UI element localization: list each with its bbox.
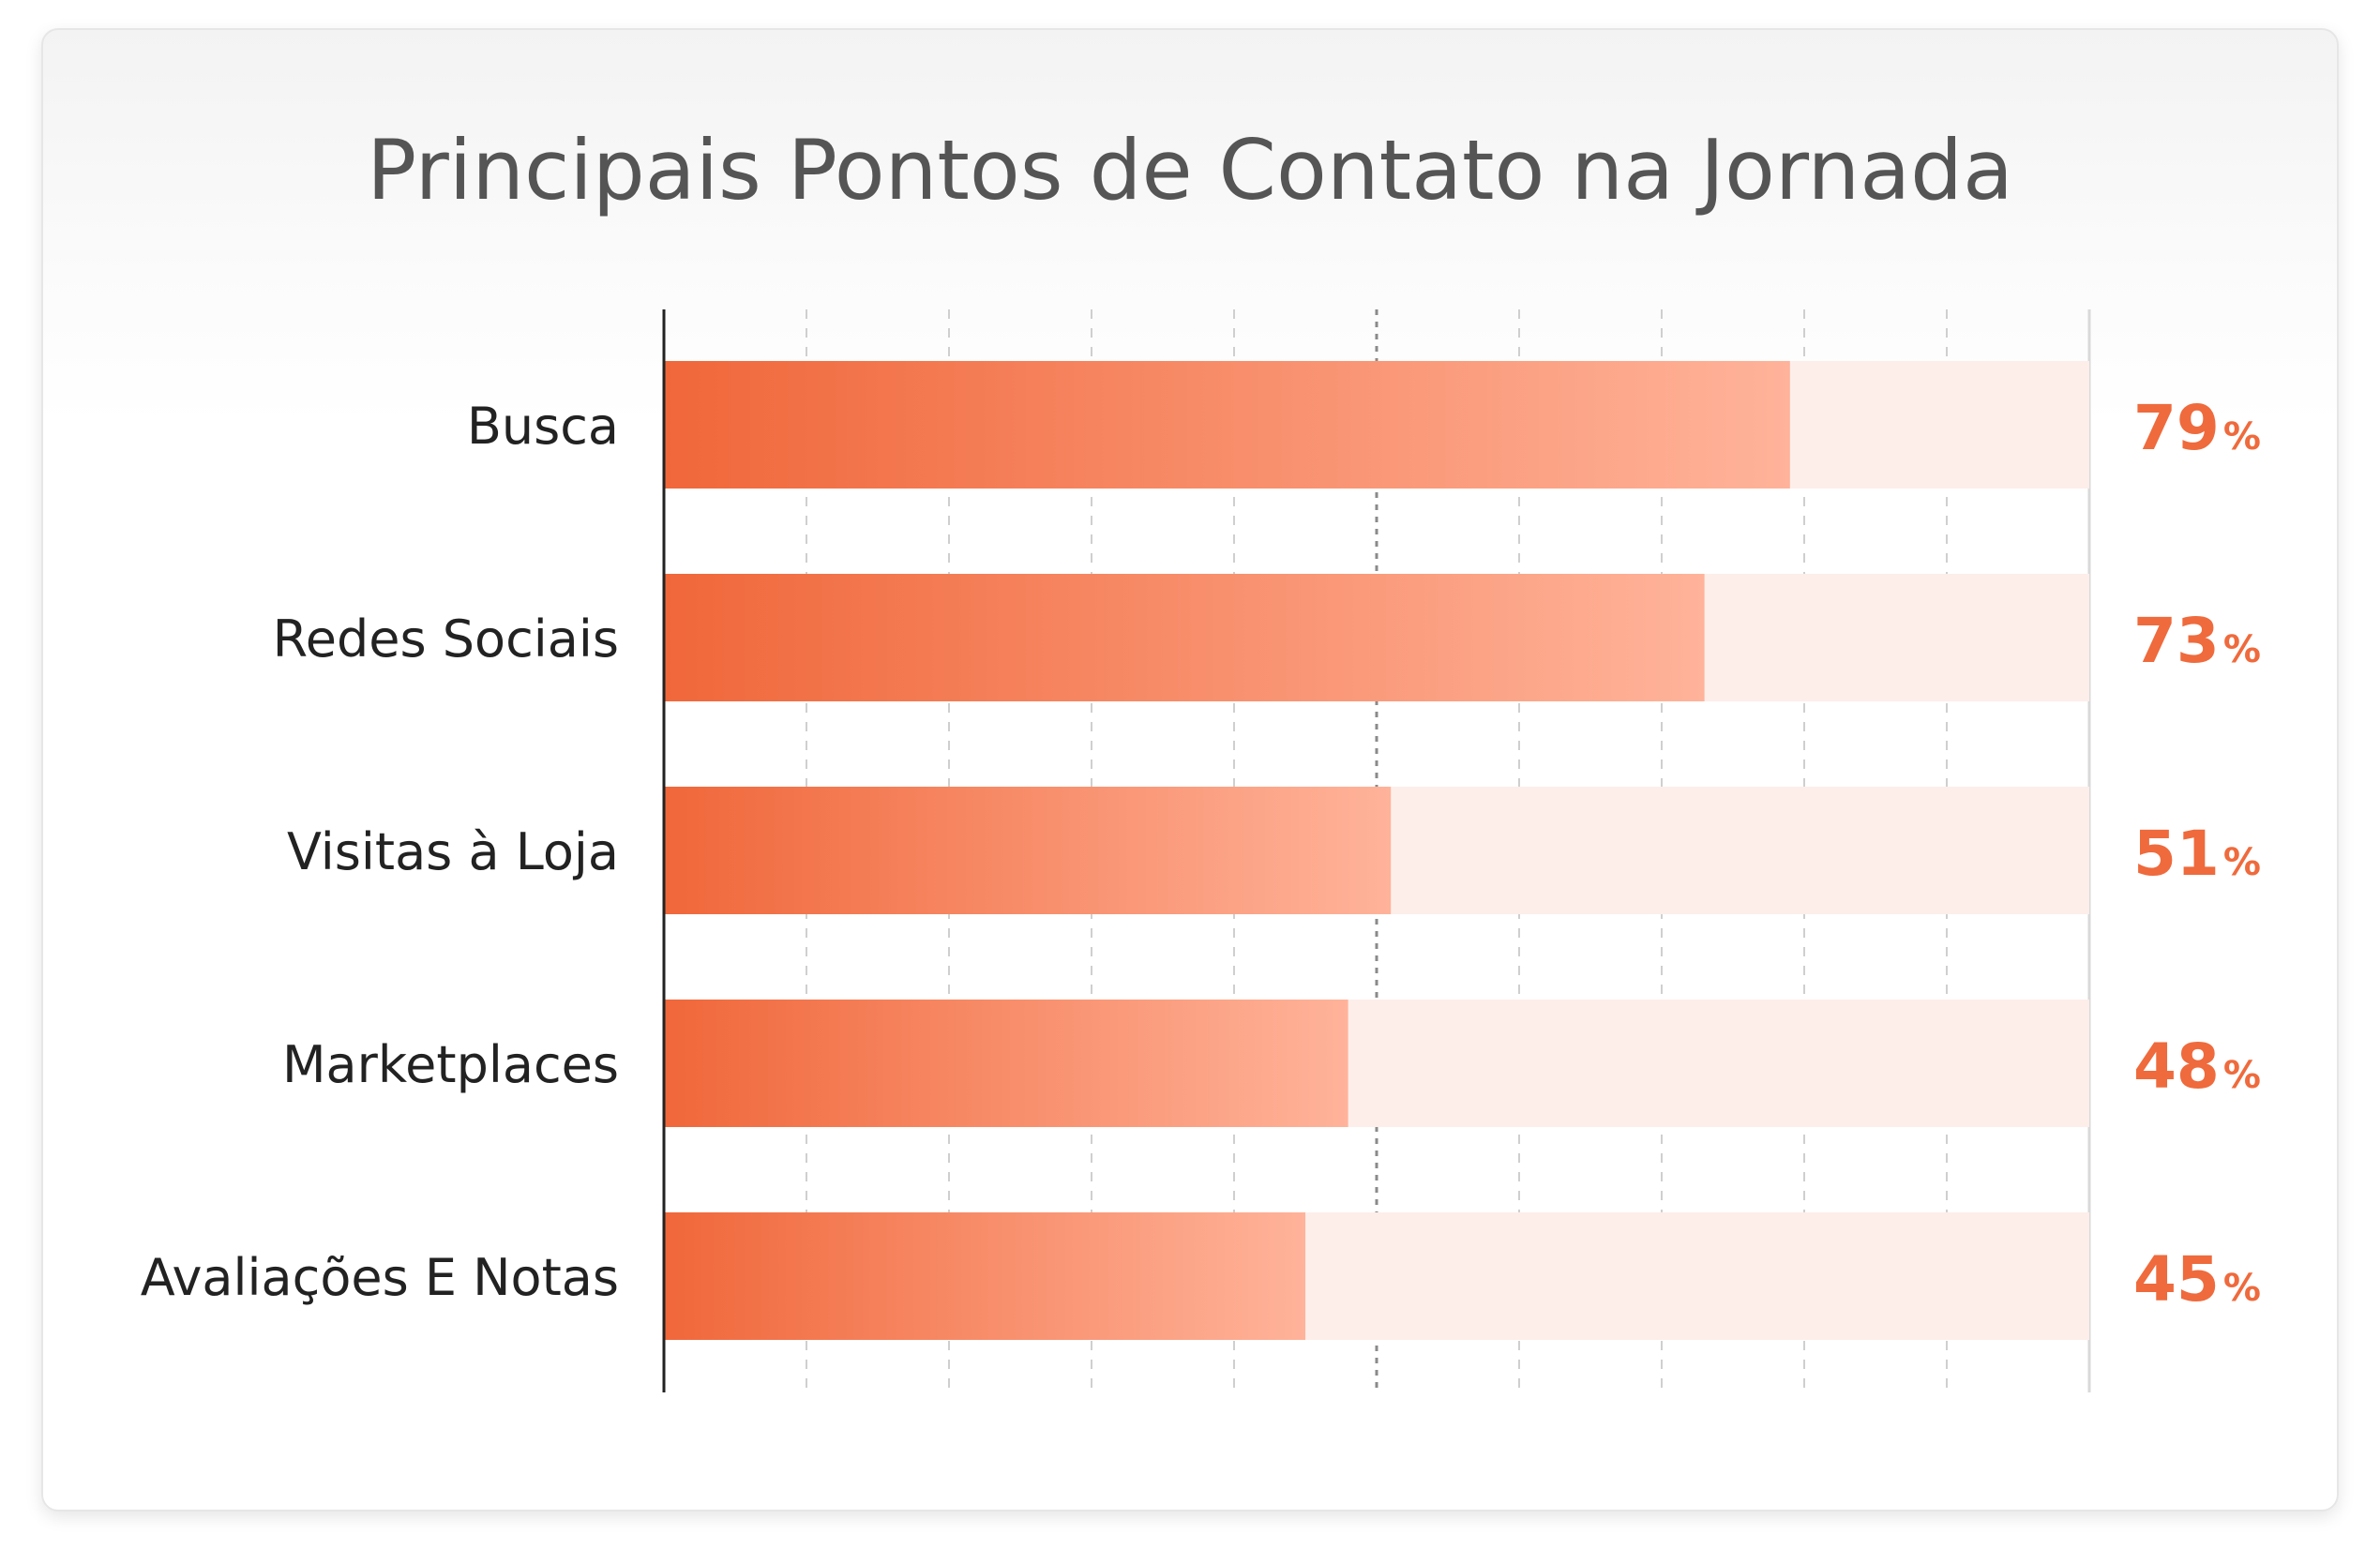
bar (664, 787, 1392, 914)
value-labels: 79 % 73 % 51 % 48 % 45% (2133, 392, 2261, 1316)
bar (664, 574, 1705, 701)
category-label: Visitas à Loja (287, 822, 619, 881)
value-label: 51% (2133, 818, 2261, 890)
bar (664, 1000, 1348, 1127)
category-labels: Busca Redes Sociais Visitas à Loja Marketpl… (141, 397, 619, 1307)
category-label: Busca (467, 397, 619, 456)
category-label: Redes Sociais (273, 609, 619, 669)
category-label: Marketplaces (282, 1035, 619, 1094)
category-label: Avaliações E Notas (141, 1248, 619, 1307)
chart-title: Principais Pontos de Contato na Jornada (367, 122, 2013, 218)
value-label: 48% (2133, 1030, 2261, 1103)
value-label: 45% (2133, 1243, 2261, 1316)
value-label: 79% (2133, 392, 2261, 464)
value-label: 73% (2133, 605, 2261, 677)
bars (664, 361, 1790, 1340)
bar (664, 1212, 1305, 1340)
bar (664, 361, 1790, 489)
